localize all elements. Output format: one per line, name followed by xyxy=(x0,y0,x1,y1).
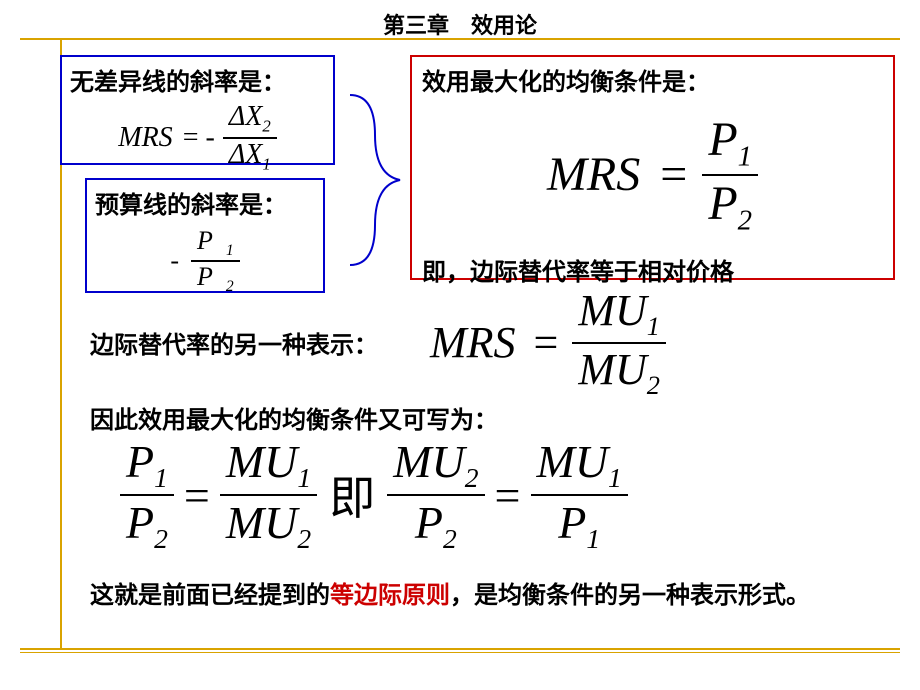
eq-f1: P1 P2 xyxy=(120,435,174,555)
eq-f4: MU1 P1 xyxy=(531,435,628,555)
box2-num: P xyxy=(197,226,213,255)
box2-label: 预算线的斜率是： xyxy=(95,185,315,220)
f2d: MU xyxy=(226,497,298,548)
box2-formula: - P 1 P 2 xyxy=(95,226,315,296)
f1n: P xyxy=(126,436,154,487)
mrs-alt-label: 边际替代率的另一种表示： xyxy=(90,325,378,360)
brace-icon xyxy=(340,90,410,270)
mrs-alt-lhs: MRS xyxy=(430,317,516,368)
page-title: 第三章 效用论 xyxy=(0,8,920,40)
box3-lhs: MRS xyxy=(547,147,640,202)
ji-char: 即 xyxy=(329,462,375,528)
box3-note: 即，边际替代率等于相对价格 xyxy=(422,252,883,287)
box1-formula: MRS = - ΔX2 ΔX1 xyxy=(70,101,325,174)
equilibrium-box: 效用最大化的均衡条件是： MRS = P1 P2 即，边际替代率等于相对价格 xyxy=(410,55,895,280)
box2-den-sub: 2 xyxy=(226,278,234,295)
mrs-alt-eq: = xyxy=(534,317,559,368)
f4ds: 1 xyxy=(586,523,600,554)
box3-den: P xyxy=(708,177,737,230)
f3n: MU xyxy=(393,436,465,487)
box3-frac: P1 P2 xyxy=(702,112,758,237)
f2ns: 1 xyxy=(297,462,311,493)
f1d: P xyxy=(126,497,154,548)
conclusion-text: 这就是前面已经提到的等边际原则，是均衡条件的另一种表示形式。 xyxy=(90,580,870,614)
box3-den-sub: 2 xyxy=(738,204,752,236)
box1-den-sub: 1 xyxy=(262,154,270,173)
mrs-alt-den-sub: 2 xyxy=(647,370,660,400)
mrs-alt-num: MU xyxy=(578,286,646,335)
box2-op: - xyxy=(170,246,179,276)
f2n: MU xyxy=(226,436,298,487)
eq1: = xyxy=(184,469,210,522)
mrs-alt-den: MU xyxy=(578,345,646,394)
concl-red: 等边际原则 xyxy=(330,583,450,609)
concl-t1: 这就是前面已经提到的 xyxy=(90,583,330,609)
indifference-slope-box: 无差异线的斜率是： MRS = - ΔX2 ΔX1 xyxy=(60,55,335,165)
mrs-alt-formula: MRS = MU1 MU2 xyxy=(430,285,666,401)
eq2: = xyxy=(495,469,521,522)
mrs-alt-num-sub: 1 xyxy=(647,311,660,341)
box2-frac: P 1 P 2 xyxy=(191,226,240,296)
box3-eq: = xyxy=(660,147,687,202)
f3d: P xyxy=(415,497,443,548)
budget-slope-box: 预算线的斜率是： - P 1 P 2 xyxy=(85,178,325,293)
box1-num: ΔX xyxy=(229,101,263,132)
f1ds: 2 xyxy=(154,523,168,554)
box1-frac: ΔX2 ΔX1 xyxy=(223,101,277,174)
concl-t2: ，是均衡条件的另一种表示形式。 xyxy=(450,583,810,609)
f2ds: 2 xyxy=(297,523,311,554)
f3ns: 2 xyxy=(465,462,479,493)
f3ds: 2 xyxy=(443,523,457,554)
f4n: MU xyxy=(537,436,609,487)
box2-den: P xyxy=(197,262,213,291)
f4ns: 1 xyxy=(608,462,622,493)
box1-den: ΔX xyxy=(229,139,263,170)
box2-num-sub: 1 xyxy=(226,242,234,259)
big-equation: P1 P2 = MU1 MU2 即 MU2 P2 = MU1 P1 xyxy=(120,435,628,555)
box1-label: 无差异线的斜率是： xyxy=(70,62,325,97)
mrs-alt-frac: MU1 MU2 xyxy=(572,285,666,401)
eq-f2: MU1 MU2 xyxy=(220,435,317,555)
rewrite-label: 因此效用最大化的均衡条件又可写为： xyxy=(90,400,498,435)
box3-num: P xyxy=(708,113,737,166)
box1-lhs: MRS xyxy=(118,122,172,154)
box3-label: 效用最大化的均衡条件是： xyxy=(422,62,883,97)
box3-formula: MRS = P1 P2 xyxy=(422,112,883,237)
eq-f3: MU2 P2 xyxy=(387,435,484,555)
box1-op: = - xyxy=(183,122,215,154)
box1-num-sub: 2 xyxy=(262,117,270,136)
box3-num-sub: 1 xyxy=(738,141,752,173)
f1ns: 1 xyxy=(154,462,168,493)
decor-line-bottom2 xyxy=(20,652,900,653)
f4d: P xyxy=(558,497,586,548)
decor-line-bottom xyxy=(20,648,900,650)
